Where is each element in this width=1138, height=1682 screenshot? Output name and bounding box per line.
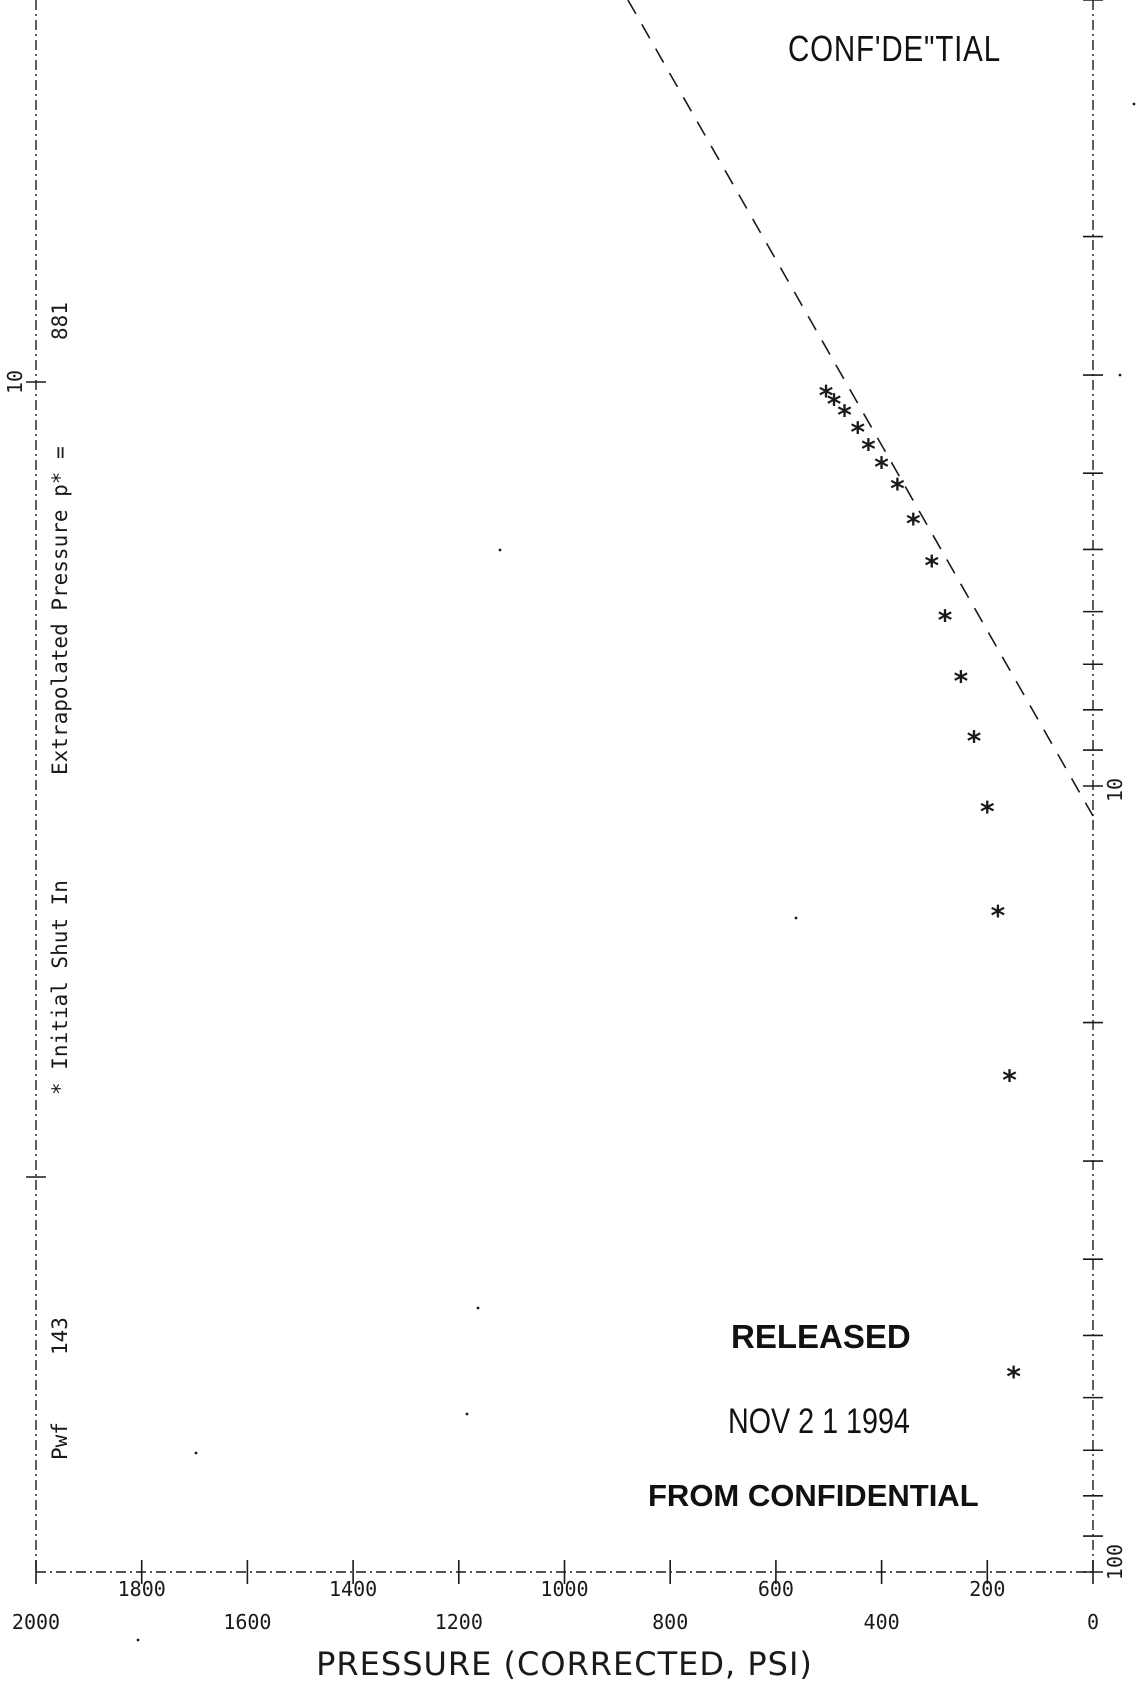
scan-speck <box>136 1638 140 1642</box>
x-major-tick-label: 1600 <box>223 1610 271 1634</box>
data-point: * <box>979 795 996 828</box>
data-point: * <box>937 603 954 636</box>
from-confidential-stamp: FROM CONFIDENTIAL <box>648 1478 979 1513</box>
x-minor-tick-label: 1800 <box>118 1577 166 1601</box>
data-point: * <box>849 416 866 449</box>
x-major-tick-label: 400 <box>864 1610 900 1634</box>
axes <box>35 0 1094 1573</box>
confidential-stamp: CONF'DE"TIAL <box>788 28 1001 69</box>
data-point: * <box>826 387 843 420</box>
data-point: * <box>860 433 877 466</box>
release-date-stamp: NOV 2 1 1994 <box>728 1402 910 1441</box>
data-point: * <box>1005 1360 1022 1393</box>
y-tick-label: 100 <box>1103 1544 1127 1580</box>
data-point: * <box>818 379 835 412</box>
data-point: * <box>905 507 922 540</box>
data-point: * <box>923 549 940 582</box>
data-point: * <box>889 472 906 505</box>
pwf-value: 143 <box>48 1317 72 1355</box>
x-minor-tick-label: 200 <box>969 1577 1005 1601</box>
trend-line <box>627 0 1094 817</box>
extrapolation-line <box>627 0 1094 817</box>
initial-shut-in-label: * Initial Shut In <box>48 880 72 1095</box>
scan-speck <box>194 1451 198 1455</box>
extrapolated-pressure-label: Extrapolated Pressure p* = <box>48 446 72 775</box>
x-major-tick-label: 1200 <box>435 1610 483 1634</box>
x-minor-tick-label: 1400 <box>329 1577 377 1601</box>
data-point: * <box>873 451 890 484</box>
scan-speck <box>794 916 798 920</box>
y-tick-label: 10 <box>1103 778 1127 802</box>
scan-speck <box>1132 102 1136 106</box>
data-point: * <box>952 665 969 698</box>
scan-speck <box>476 1306 480 1310</box>
x-major-tick-label: 2000 <box>12 1610 60 1634</box>
x-major-tick-label: 800 <box>652 1610 688 1634</box>
released-stamp: RELEASED <box>731 1318 911 1355</box>
scan-speck <box>1118 373 1122 377</box>
data-point: * <box>836 399 853 432</box>
y-tick-label: 10 <box>3 370 27 394</box>
extrapolated-pressure-value: 881 <box>48 302 72 340</box>
x-major-tick-label: 0 <box>1087 1610 1099 1634</box>
tick-marks <box>26 0 1103 1584</box>
data-point: * <box>989 899 1006 932</box>
data-point: * <box>966 724 983 757</box>
scan-speck <box>498 548 502 552</box>
tick-labels: 2000 1600 1200 800 400 0 1800 1400 1000 600 200 PRE… <box>3 370 1127 1682</box>
x-minor-tick-label: 1000 <box>540 1577 588 1601</box>
data-points: **************** <box>818 379 1022 1393</box>
x-axis-title: PRESSURE (CORRECTED, PSI) <box>316 1645 813 1682</box>
data-point: * <box>1001 1064 1018 1097</box>
scan-speck <box>465 1412 469 1416</box>
annotations: * Initial Shut In Extrapolated Pressure p… <box>48 102 1136 1642</box>
pwf-label: Pwf <box>48 1422 72 1460</box>
x-minor-tick-label: 600 <box>758 1577 794 1601</box>
